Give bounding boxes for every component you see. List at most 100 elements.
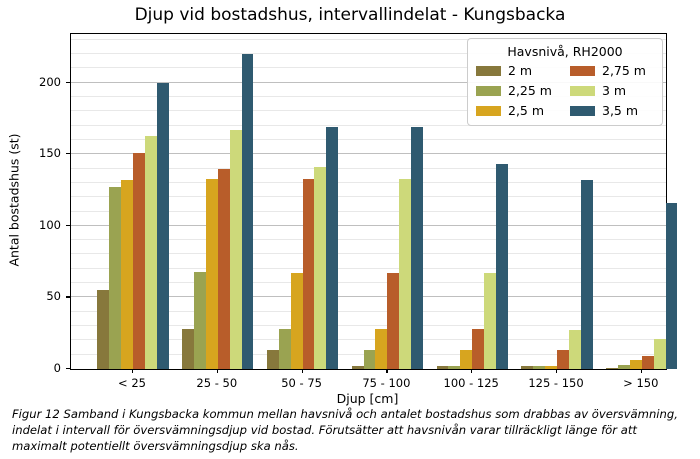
minor-gridline <box>71 253 666 255</box>
bar <box>156 82 169 369</box>
x-tick-mark <box>132 369 134 373</box>
bar <box>109 187 122 369</box>
major-gridline <box>71 224 666 226</box>
bar <box>290 273 303 369</box>
bar-group-6 <box>521 180 593 369</box>
x-tick-label: 125 - 150 <box>528 376 584 390</box>
bar <box>568 330 581 369</box>
chart-title: Djup vid bostadshus, intervallindelat - … <box>134 5 566 25</box>
bar <box>399 178 412 369</box>
x-tick-mark <box>471 369 473 373</box>
legend-swatch <box>570 65 595 76</box>
minor-gridline <box>71 239 666 241</box>
minor-gridline <box>71 339 666 341</box>
minor-gridline <box>71 210 666 212</box>
bar <box>533 366 546 369</box>
bar <box>363 350 376 369</box>
bar <box>411 127 424 369</box>
y-tick-mark <box>66 296 70 298</box>
bar <box>121 180 133 369</box>
bar <box>278 328 291 369</box>
minor-gridline <box>71 167 666 169</box>
bar-group-4 <box>351 127 424 369</box>
legend-swatch <box>570 105 595 116</box>
minor-gridline <box>71 138 666 140</box>
bar <box>351 366 364 369</box>
x-tick-mark <box>640 369 642 373</box>
y-tick-label: 100 <box>39 217 61 232</box>
legend-item: 2,5 m <box>476 103 560 118</box>
bar <box>495 164 508 369</box>
bar <box>205 178 218 369</box>
bar <box>375 328 388 369</box>
minor-gridline <box>71 38 666 40</box>
major-gridline <box>71 153 666 155</box>
x-tick-label: < 25 <box>118 376 146 390</box>
legend-label: 3,5 m <box>602 103 639 118</box>
major-gridline <box>71 81 666 83</box>
minor-gridline <box>71 181 666 183</box>
bar <box>556 350 569 369</box>
bar <box>144 135 157 369</box>
legend-swatch <box>570 85 595 96</box>
bar <box>326 127 339 369</box>
bar <box>229 129 242 369</box>
bar-group-2 <box>182 54 254 369</box>
legend-swatch <box>476 105 501 116</box>
legend-item: 3,5 m <box>570 103 654 118</box>
caption-line: Figur 12 Samband i Kungsbacka kommun mel… <box>12 407 678 421</box>
x-tick-label: > 150 <box>623 376 659 390</box>
bar <box>521 366 534 369</box>
x-tick-mark <box>386 369 388 373</box>
minor-gridline <box>71 67 666 69</box>
legend-label: 2,25 m <box>508 83 552 98</box>
bar <box>132 152 145 369</box>
bar <box>302 178 315 369</box>
minor-gridline <box>71 96 666 97</box>
bar <box>641 356 654 369</box>
legend-item: 2,75 m <box>570 63 654 78</box>
legend-label: 3 m <box>602 83 627 98</box>
legend-label: 2,75 m <box>602 63 646 78</box>
bar <box>266 350 279 369</box>
x-tick-label: 75 - 100 <box>362 376 411 390</box>
bar <box>629 360 642 369</box>
y-tick-mark <box>66 224 70 227</box>
bar <box>617 364 630 369</box>
legend-swatch <box>476 85 501 96</box>
x-tick-label: 25 - 50 <box>196 376 238 390</box>
y-tick-label: 200 <box>39 74 61 89</box>
x-tick-label: 50 - 75 <box>281 376 322 390</box>
figure-caption: Figur 12 Samband i Kungsbacka kommun mel… <box>12 407 688 455</box>
minor-gridline <box>71 325 666 327</box>
legend-label: 2,5 m <box>508 103 545 118</box>
bar-group-7 <box>606 202 678 369</box>
minor-gridline <box>71 110 666 112</box>
bar-group-1 <box>97 82 169 369</box>
bar <box>580 180 593 369</box>
bar <box>653 338 666 369</box>
legend-label: 2 m <box>508 63 533 78</box>
major-gridline <box>71 296 666 298</box>
y-tick-mark <box>66 153 70 155</box>
legend-title: Havsnivå, RH2000 <box>507 44 623 59</box>
y-tick-mark <box>66 81 70 83</box>
bar <box>606 367 618 369</box>
y-tick-label: 50 <box>46 289 61 304</box>
minor-gridline <box>71 310 666 312</box>
y-tick-label: 150 <box>39 146 61 161</box>
bar <box>436 366 449 369</box>
legend-grid: 2 m 2,75 m 2,25 m 3 m 2,5 m 3,5 m <box>476 63 654 118</box>
legend-swatch <box>476 65 501 76</box>
bar <box>387 273 400 369</box>
legend-item: 2,25 m <box>476 83 560 98</box>
bar-group-3 <box>266 127 339 369</box>
bar <box>193 271 206 369</box>
minor-gridline <box>71 53 666 55</box>
caption-line: maximalt potentiellt översvämningsdjup s… <box>12 438 299 453</box>
bar-group-5 <box>436 164 508 369</box>
bar <box>460 350 473 369</box>
x-axis-label: Djup [cm] <box>336 391 399 406</box>
bar <box>217 168 230 369</box>
